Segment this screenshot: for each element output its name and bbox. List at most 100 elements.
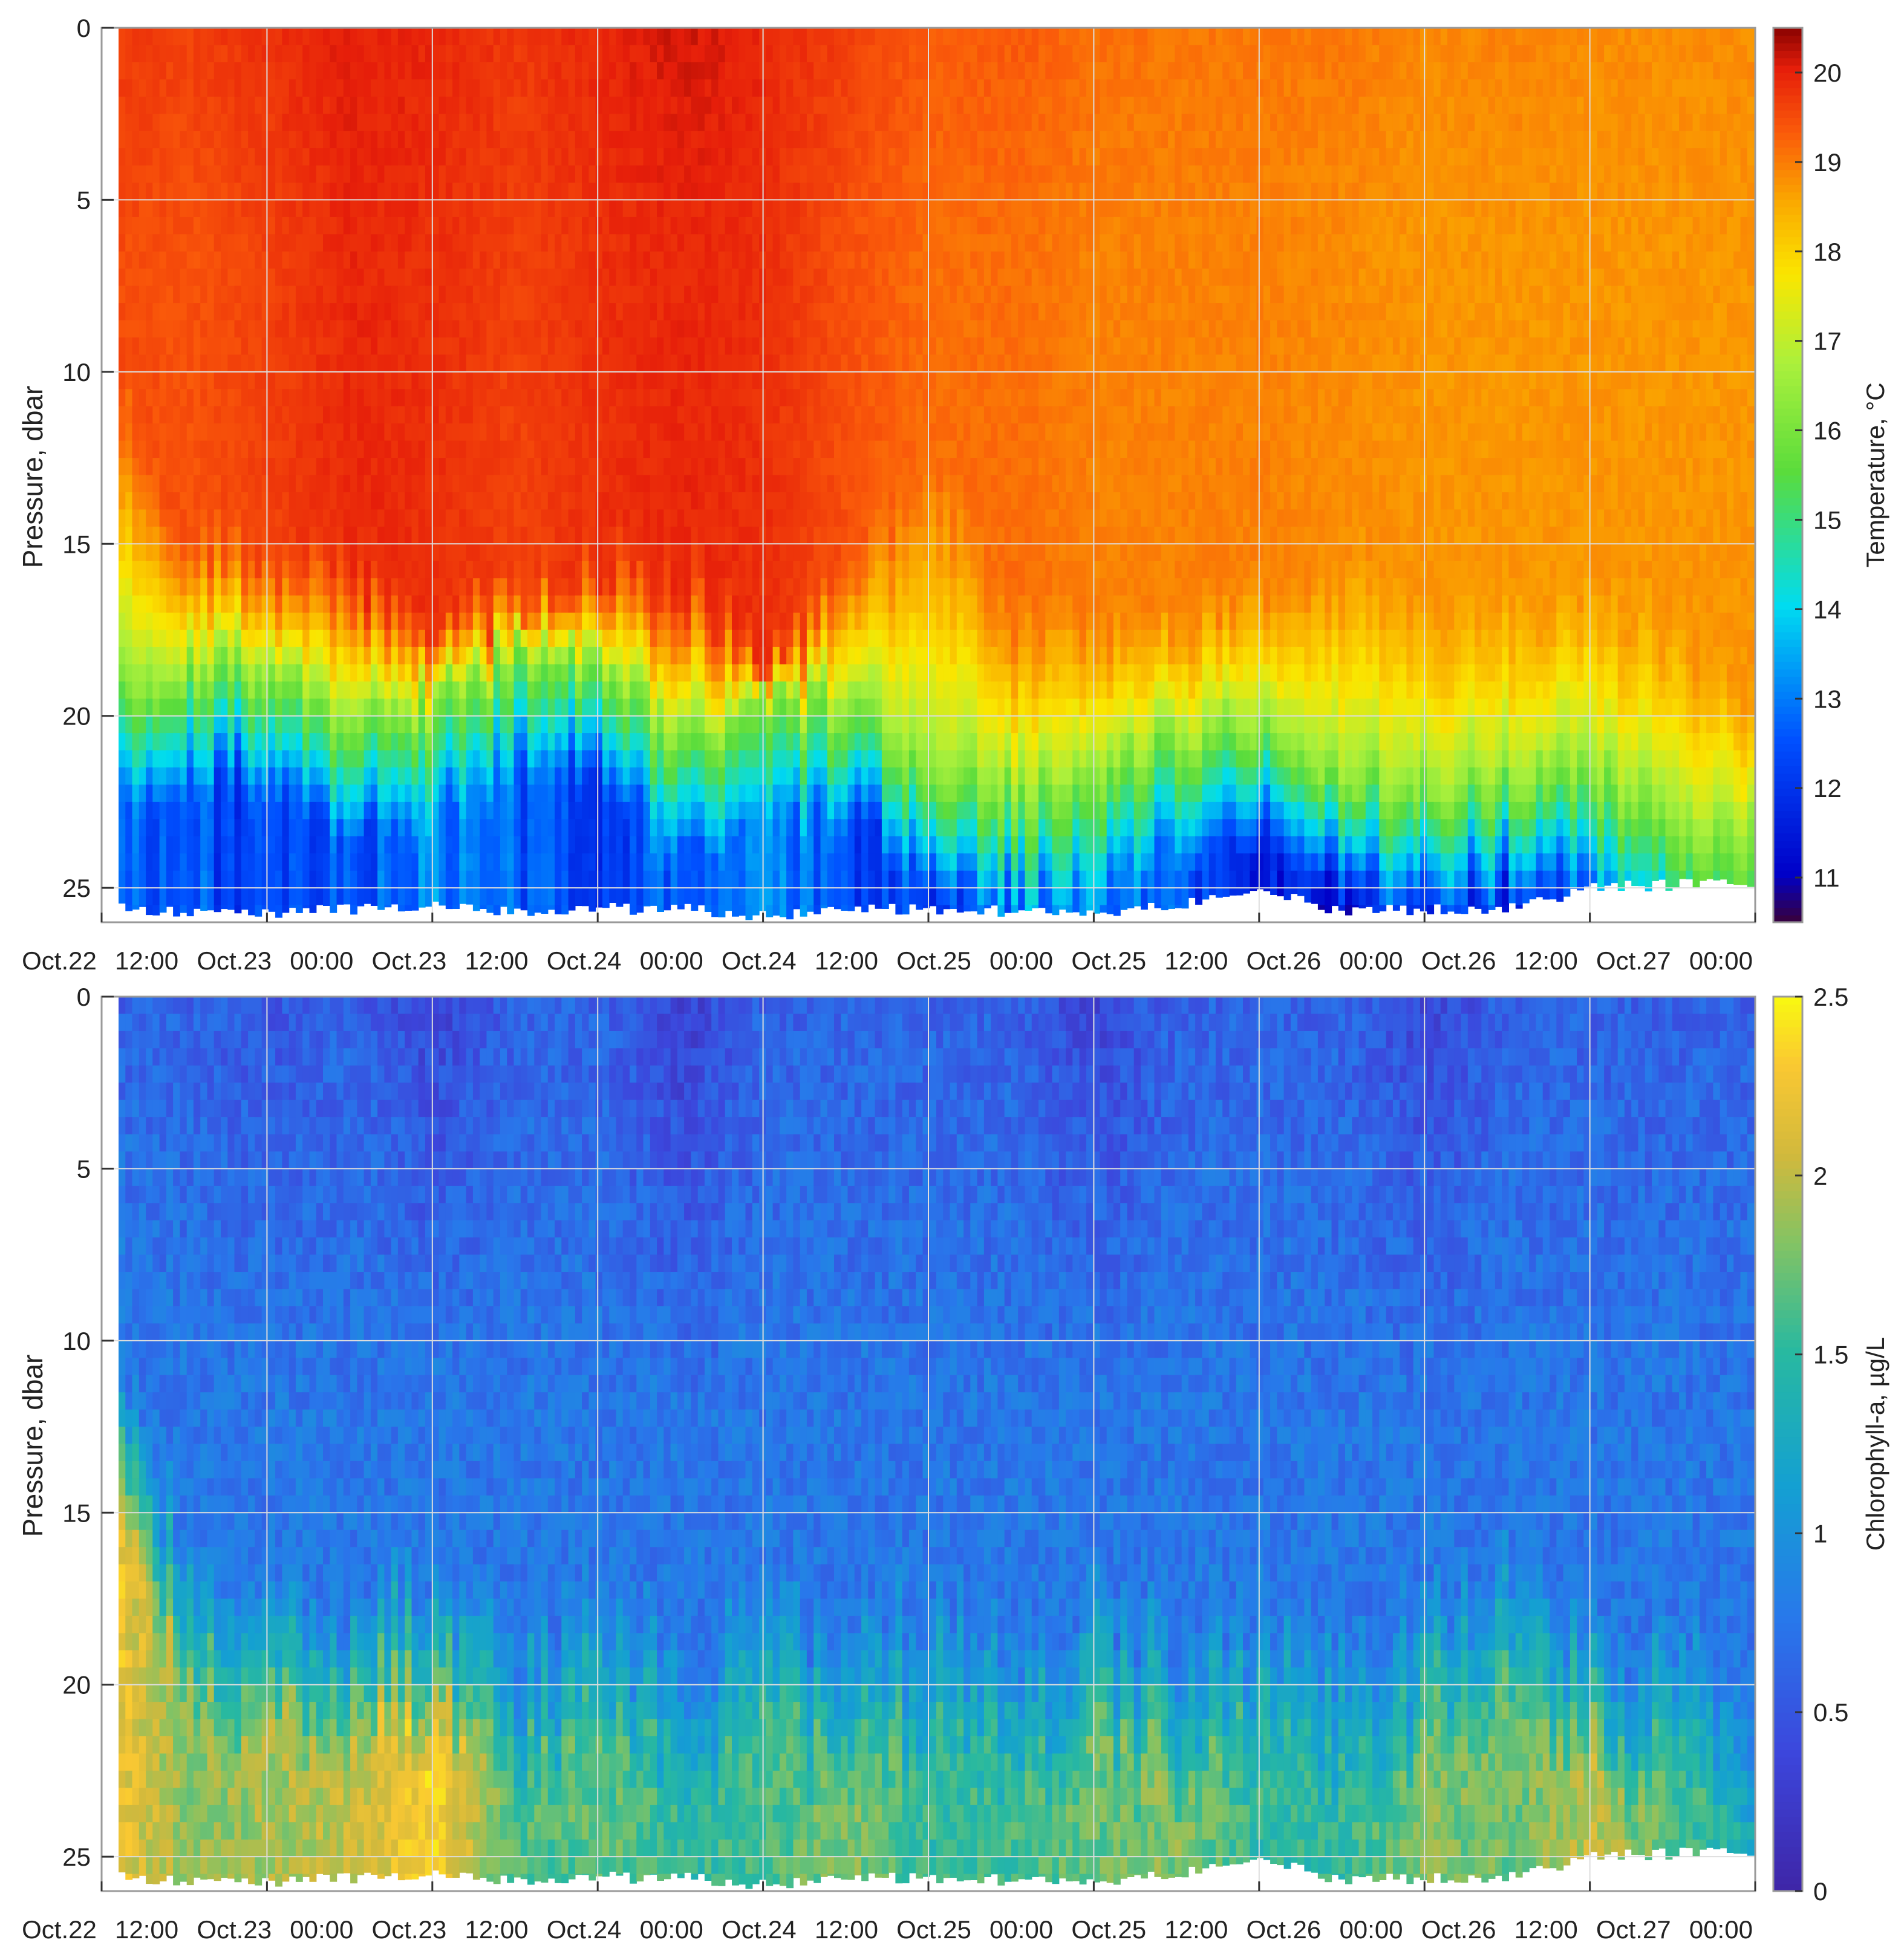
heatmap-cell xyxy=(459,647,466,665)
heatmap-cell xyxy=(480,406,487,424)
heatmap-cell xyxy=(241,97,249,114)
heatmap-cell xyxy=(132,544,140,561)
heatmap-cell xyxy=(371,303,378,321)
heatmap-cell xyxy=(521,45,528,62)
heatmap-cell xyxy=(602,423,610,441)
heatmap-cell xyxy=(446,372,453,389)
heatmap-cell xyxy=(344,802,351,819)
heatmap-cell xyxy=(555,475,562,493)
heatmap-cell xyxy=(241,337,249,355)
heatmap-cell xyxy=(262,767,269,785)
heatmap-cell xyxy=(500,596,507,613)
heatmap-cell xyxy=(248,475,255,493)
heatmap-cell xyxy=(221,458,228,475)
heatmap-cell xyxy=(446,303,453,321)
heatmap-cell xyxy=(146,819,153,836)
heatmap-cell xyxy=(452,269,460,286)
heatmap-cell xyxy=(323,372,330,389)
heatmap-cell xyxy=(630,785,637,803)
heatmap-cell xyxy=(350,767,357,785)
heatmap-cell xyxy=(323,802,330,819)
heatmap-cell xyxy=(425,716,432,734)
heatmap-cell xyxy=(275,234,282,252)
heatmap-cell xyxy=(452,45,460,62)
heatmap-cell xyxy=(548,509,555,527)
heatmap-cell xyxy=(412,698,419,716)
heatmap-cell xyxy=(289,148,296,166)
heatmap-cell xyxy=(582,853,589,871)
heatmap-cell xyxy=(119,613,126,630)
heatmap-cell xyxy=(452,836,460,854)
heatmap-cell xyxy=(289,28,296,45)
heatmap-cell xyxy=(235,836,242,854)
heatmap-cell xyxy=(146,286,153,304)
heatmap-cell xyxy=(582,785,589,803)
heatmap-cell xyxy=(275,131,282,149)
heatmap-cell xyxy=(548,888,555,905)
heatmap-cell xyxy=(555,544,562,561)
heatmap-cell xyxy=(248,252,255,269)
heatmap-cell xyxy=(398,716,405,734)
heatmap-cell xyxy=(160,286,167,304)
heatmap-cell xyxy=(473,613,480,630)
heatmap-cell xyxy=(391,716,399,734)
heatmap-cell xyxy=(561,389,569,406)
heatmap-cell xyxy=(221,372,228,389)
heatmap-cell xyxy=(344,733,351,751)
heatmap-cell xyxy=(187,802,194,819)
heatmap-cell xyxy=(139,871,146,888)
heatmap-cell xyxy=(160,509,167,527)
heatmap-cell xyxy=(166,389,174,406)
heatmap-cell xyxy=(187,509,194,527)
heatmap-cell xyxy=(582,733,589,751)
heatmap-cell xyxy=(439,321,446,338)
heatmap-cell xyxy=(541,716,549,734)
heatmap-cell xyxy=(275,836,282,854)
heatmap-cell xyxy=(494,509,501,527)
heatmap-cell xyxy=(405,527,412,544)
heatmap-cell xyxy=(596,337,603,355)
heatmap-cell xyxy=(119,544,126,561)
heatmap-cell xyxy=(214,28,221,45)
heatmap-cell xyxy=(241,613,249,630)
heatmap-cell xyxy=(500,423,507,441)
heatmap-cell xyxy=(200,492,207,510)
heatmap-cell xyxy=(125,148,132,166)
heatmap-cell xyxy=(500,354,507,372)
heatmap-cell xyxy=(569,183,576,200)
heatmap-cell xyxy=(323,269,330,286)
heatmap-cell xyxy=(200,853,207,871)
heatmap-cell xyxy=(221,578,228,596)
heatmap-cell xyxy=(419,166,426,183)
heatmap-cell xyxy=(561,853,569,871)
heatmap-cell xyxy=(616,406,624,424)
heatmap-cell xyxy=(330,234,337,252)
heatmap-cell xyxy=(412,836,419,854)
heatmap-cell xyxy=(214,698,221,716)
heatmap-cell xyxy=(152,286,160,304)
heatmap-cell xyxy=(296,561,303,579)
heatmap-cell xyxy=(146,79,153,97)
heatmap-cell xyxy=(446,785,453,803)
heatmap-cell xyxy=(241,286,249,304)
heatmap-cell xyxy=(596,97,603,114)
heatmap-cell xyxy=(282,286,289,304)
heatmap-cell xyxy=(398,321,405,338)
heatmap-cell xyxy=(214,905,221,913)
heatmap-cell xyxy=(207,114,215,131)
heatmap-cell xyxy=(527,475,535,493)
heatmap-cell xyxy=(459,62,466,80)
heatmap-cell xyxy=(344,286,351,304)
heatmap-cell xyxy=(364,664,371,682)
heatmap-cell xyxy=(500,441,507,458)
heatmap-cell xyxy=(119,853,126,871)
heatmap-cell xyxy=(166,630,174,648)
heatmap-cell xyxy=(527,751,535,768)
heatmap-cell xyxy=(357,321,364,338)
heatmap-cell xyxy=(289,321,296,338)
heatmap-cell xyxy=(214,269,221,286)
heatmap-cell xyxy=(500,337,507,355)
heatmap-cell xyxy=(588,785,596,803)
heatmap-cell xyxy=(432,509,439,527)
heatmap-cell xyxy=(459,269,466,286)
